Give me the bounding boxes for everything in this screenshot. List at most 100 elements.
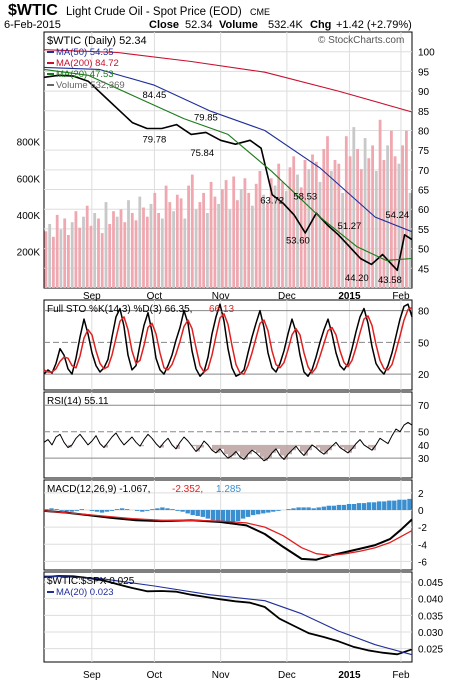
rsi-fill-37: [192, 444, 196, 447]
header-close: 52.34: [185, 19, 213, 31]
volume-bar-28: [149, 203, 153, 288]
rsi-fill-47: [232, 444, 236, 456]
volume-bar-2: [52, 236, 55, 288]
macd-hist-bar-48: [286, 509, 291, 510]
macd-hist-bar-69: [392, 500, 397, 510]
macd-hist-bar-54: [316, 507, 321, 510]
volume-tick-label-1: 400K: [17, 211, 41, 222]
macd-hist-bar-52: [306, 507, 311, 510]
volume-bar-10: [82, 216, 85, 288]
macd-hist-bar-61: [351, 504, 357, 510]
rsi-fill-50: [244, 444, 248, 460]
macd-hist-bar-0: [44, 509, 49, 510]
macd-hist-bar-46: [276, 510, 281, 511]
price-y-tick-label-8: 85: [418, 107, 430, 118]
volume-bar-9: [78, 227, 82, 288]
macd-hist-bar-15: [119, 508, 125, 510]
price-y-tick-label-6: 75: [418, 146, 430, 157]
macd-hist-bar-43: [261, 510, 266, 514]
volume-bar-72: [314, 161, 318, 288]
rsi-fill-68: [316, 444, 320, 448]
volume-bar-64: [284, 191, 288, 288]
volume-bar-39: [190, 174, 194, 288]
volume-bar-63: [281, 181, 284, 288]
volume-bar-14: [97, 218, 100, 288]
bottom-month-label-0: Sep: [83, 670, 101, 681]
sto-legend-0: Full STO %K(14,3) %D(3) 66.35,: [47, 304, 192, 315]
price-y-tick-label-5: 70: [418, 166, 430, 177]
macd-hist-bar-31: [200, 510, 205, 517]
volume-bar-15: [100, 233, 104, 288]
volume-bar-29: [153, 192, 157, 288]
macd-hist-bar-50: [296, 507, 301, 510]
volume-bar-30: [157, 213, 160, 288]
sto-y-tick-label-0: 20: [418, 370, 430, 381]
macd-hist-bar-5: [69, 510, 74, 512]
rsi-fill-65: [304, 444, 308, 456]
volume-bar-60: [269, 178, 273, 288]
rsi-fill-74: [340, 444, 344, 448]
macd-hist-bar-29: [190, 510, 195, 516]
macd-hist-bar-62: [356, 503, 362, 510]
volume-bar-23: [130, 213, 134, 288]
bottom-month-label-4: 2015: [338, 670, 361, 681]
volume-bar-53: [243, 178, 247, 288]
volume-bar-27: [145, 216, 149, 288]
rsi-fill-60: [284, 444, 288, 460]
price-y-tick-label-7: 80: [418, 126, 430, 137]
header-chg-label: Chg: [310, 19, 331, 31]
macd-hist-bar-27: [180, 510, 185, 512]
volume-bar-55: [251, 205, 254, 288]
macd-hist-bar-65: [372, 502, 377, 510]
macd-hist-bar-60: [346, 504, 352, 510]
header-name: Light Crude Oil - Spot Price (EOD): [66, 6, 242, 18]
price-legend-4: Volume 532,369: [56, 80, 125, 91]
watermark: © StockCharts.com: [318, 35, 404, 46]
volume-bar-97: [408, 192, 412, 288]
top-month-label-1: Oct: [147, 291, 163, 302]
macd-hist-bar-18: [135, 510, 140, 511]
header-volume: 532.4K: [268, 19, 304, 31]
price-legend-2: MA(200) 84.72: [56, 58, 119, 69]
sto-legend-1: 66.13: [209, 304, 234, 315]
volume-bar-12: [89, 225, 93, 288]
volume-bar-93: [393, 156, 397, 288]
rsi-fill-38: [196, 444, 200, 452]
macd-hist-bar-3: [59, 510, 64, 511]
price-series-0: [43, 74, 413, 272]
rsi-fill-29: [160, 444, 164, 448]
volume-bar-57: [258, 171, 262, 288]
volume-bar-8: [74, 211, 78, 288]
macd-y-tick-label-2: -2: [418, 523, 427, 534]
macd-hist-bar-44: [266, 510, 271, 513]
rsi-fill-81: [368, 444, 372, 448]
volume-bar-91: [386, 145, 389, 288]
volume-bar-82: [352, 127, 356, 288]
volume-bar-6: [67, 235, 70, 288]
volume-tick-label-0: 200K: [17, 247, 41, 258]
volume-bar-84: [359, 169, 363, 288]
macd-hist-bar-6: [74, 510, 79, 511]
macd-hist-bar-30: [195, 510, 200, 516]
macd-hist-bar-4: [64, 510, 69, 512]
header-exchange: CME: [250, 7, 270, 17]
price-y-tick-label-1: 50: [418, 245, 430, 256]
volume-bar-95: [401, 145, 404, 288]
price-legend-3: MA(20) 47.53: [56, 69, 114, 80]
macd-hist-bar-67: [382, 501, 387, 510]
rsi-fill-44: [220, 444, 224, 449]
macd-hist-bar-33: [210, 510, 216, 521]
bottom-month-label-3: Dec: [278, 670, 296, 681]
volume-bar-25: [138, 196, 142, 288]
volume-bar-40: [194, 209, 198, 288]
sto-y-tick-label-2: 80: [418, 307, 430, 318]
volume-bar-78: [337, 163, 341, 288]
volume-bar-70: [307, 169, 311, 288]
rsi-fill-58: [276, 444, 280, 449]
volume-bar-94: [397, 163, 401, 288]
volume-bar-11: [85, 205, 89, 288]
volume-bar-13: [93, 213, 97, 288]
macd-hist-bar-71: [402, 499, 407, 510]
volume-bar-19: [115, 216, 119, 288]
macd-hist-bar-32: [205, 510, 210, 519]
